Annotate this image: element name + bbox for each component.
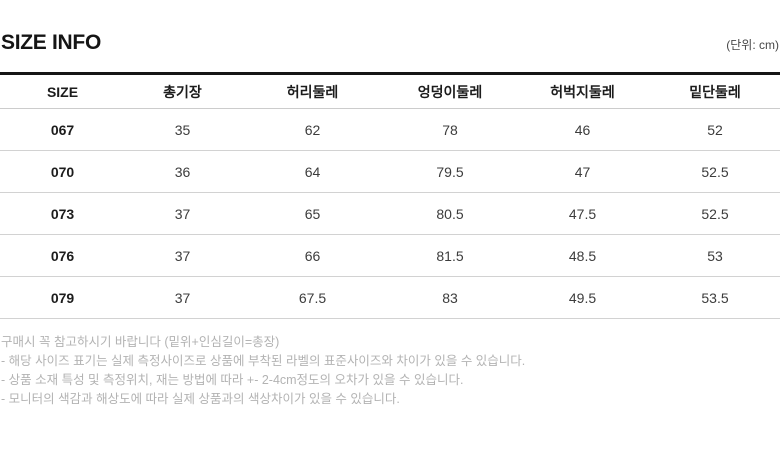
note-line: 구매시 꼭 참고하시기 바랍니다 (밑위+인심길이=총장) (1, 335, 280, 349)
value-cell: 78 (385, 108, 515, 151)
value-cell: 47 (515, 150, 650, 193)
size-cell: 073 (0, 192, 125, 235)
value-cell: 46 (515, 108, 650, 151)
value-cell: 49.5 (515, 276, 650, 319)
value-cell: 80.5 (385, 192, 515, 235)
size-cell: 070 (0, 150, 125, 193)
value-cell: 83 (385, 276, 515, 319)
value-cell: 36 (125, 150, 240, 193)
size-table: SIZE 총기장 허리둘레 엉덩이둘레 허벅지둘레 밑단둘레 067 35 62… (0, 72, 780, 319)
note-line: - 상품 소재 특성 및 측정위치, 재는 방법에 따라 +- 2-4cm정도의… (1, 373, 464, 387)
value-cell: 48.5 (515, 234, 650, 277)
column-header-length: 총기장 (125, 73, 240, 109)
value-cell: 79.5 (385, 150, 515, 193)
table-row: 079 37 67.5 83 49.5 53.5 (0, 276, 780, 319)
column-header-hip: 엉덩이둘레 (385, 73, 515, 109)
value-cell: 53 (650, 234, 780, 277)
table-row: 073 37 65 80.5 47.5 52.5 (0, 192, 780, 235)
value-cell: 37 (125, 192, 240, 235)
header-row: SIZE 총기장 허리둘레 엉덩이둘레 허벅지둘레 밑단둘레 (0, 73, 780, 109)
column-header-thigh: 허벅지둘레 (515, 73, 650, 109)
value-cell: 53.5 (650, 276, 780, 319)
value-cell: 66 (240, 234, 385, 277)
value-cell: 52.5 (650, 192, 780, 235)
value-cell: 47.5 (515, 192, 650, 235)
note-line: - 해당 사이즈 표기는 실제 측정사이즈로 상품에 부착된 라벨의 표준사이즈… (1, 354, 526, 368)
value-cell: 52 (650, 108, 780, 151)
column-header-hem: 밑단둘레 (650, 73, 780, 109)
value-cell: 37 (125, 234, 240, 277)
value-cell: 65 (240, 192, 385, 235)
value-cell: 62 (240, 108, 385, 151)
size-cell: 079 (0, 276, 125, 319)
size-table-body: 067 35 62 78 46 52 070 36 64 79.5 47 52.… (0, 108, 780, 319)
value-cell: 67.5 (240, 276, 385, 319)
column-header-waist: 허리둘레 (240, 73, 385, 109)
value-cell: 35 (125, 108, 240, 151)
size-notes: 구매시 꼭 참고하시기 바랍니다 (밑위+인심길이=총장) - 해당 사이즈 표… (0, 336, 780, 406)
value-cell: 81.5 (385, 234, 515, 277)
size-table-header: SIZE 총기장 허리둘레 엉덩이둘레 허벅지둘레 밑단둘레 (0, 73, 780, 109)
unit-label: (단위: cm) (726, 38, 779, 52)
section-header: SIZE INFO (단위: cm) (0, 0, 780, 55)
size-cell: 067 (0, 108, 125, 151)
page-title: SIZE INFO (1, 31, 101, 54)
note-line: - 모니터의 색감과 해상도에 따라 실제 상품과의 색상차이가 있을 수 있습… (1, 392, 400, 406)
table-row: 067 35 62 78 46 52 (0, 108, 780, 151)
table-row: 076 37 66 81.5 48.5 53 (0, 234, 780, 277)
value-cell: 37 (125, 276, 240, 319)
value-cell: 64 (240, 150, 385, 193)
column-header-size: SIZE (0, 73, 125, 109)
table-row: 070 36 64 79.5 47 52.5 (0, 150, 780, 193)
value-cell: 52.5 (650, 150, 780, 193)
size-cell: 076 (0, 234, 125, 277)
